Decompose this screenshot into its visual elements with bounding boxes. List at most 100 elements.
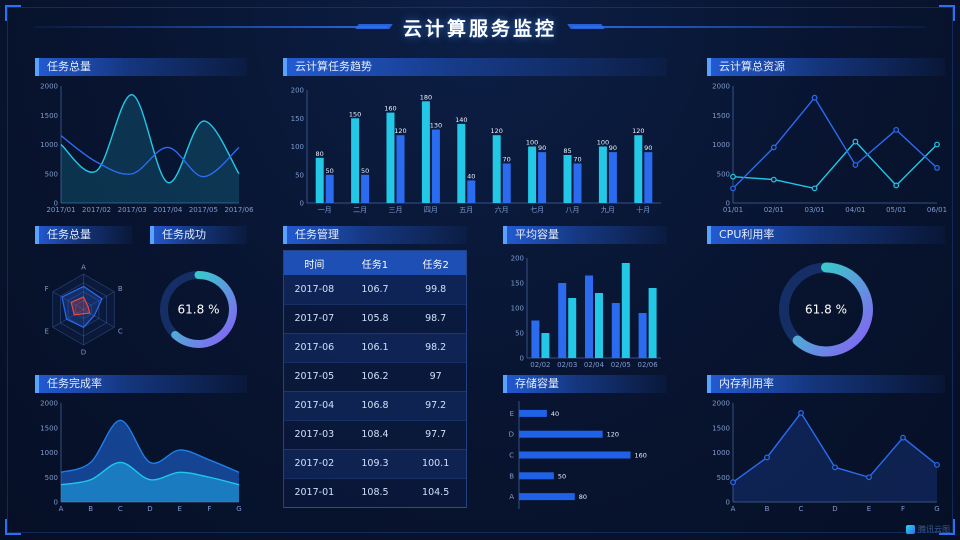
task-completion-area-chart: 0 500 1000 1500 2000 A B C D E F G <box>40 400 242 514</box>
svg-text:二月: 二月 <box>353 206 367 214</box>
svg-text:F: F <box>45 285 49 293</box>
svg-text:B: B <box>118 285 123 293</box>
svg-text:六月: 六月 <box>495 205 509 214</box>
table-cell: 106.7 <box>344 275 406 305</box>
panel-task-trend: 云计算任务趋势 0 50 100 150 200 一月 80 50 二月 150 50 三月 160 12… <box>283 58 667 216</box>
svg-text:150: 150 <box>349 110 361 118</box>
panel-title-task-total-line: 任务总量 <box>35 58 247 76</box>
svg-text:B: B <box>88 505 93 513</box>
svg-text:A: A <box>509 493 514 501</box>
svg-text:C: C <box>509 452 514 460</box>
memory-usage-line-chart: 0 500 1000 1500 2000 A B C D E F G <box>712 400 940 513</box>
svg-text:D: D <box>147 505 152 513</box>
table-cell: 108.5 <box>344 478 406 508</box>
svg-text:1000: 1000 <box>40 449 58 457</box>
brand-watermark-label: 腾讯云图 <box>918 525 950 534</box>
svg-text:06/01: 06/01 <box>927 206 947 214</box>
table-row: 2017-06 106.1 98.2 <box>284 333 466 363</box>
table-row: 2017-05 106.2 97 <box>284 362 466 392</box>
svg-text:一月: 一月 <box>318 206 332 214</box>
svg-text:01/01: 01/01 <box>723 206 743 214</box>
panel-title-storage-capacity: 存储容量 <box>503 375 667 393</box>
svg-text:100: 100 <box>291 143 304 151</box>
svg-text:E: E <box>177 505 181 513</box>
svg-text:100: 100 <box>511 305 524 313</box>
table-cell: 97 <box>405 362 466 392</box>
table-cell: 2017-01 <box>284 478 345 508</box>
page-title: 云计算服务监控 <box>403 17 558 40</box>
svg-text:C: C <box>118 327 123 335</box>
svg-text:05/01: 05/01 <box>886 206 906 214</box>
svg-text:90: 90 <box>644 144 652 152</box>
svg-text:50: 50 <box>326 167 334 175</box>
svg-text:500: 500 <box>717 474 730 482</box>
svg-text:D: D <box>509 431 514 439</box>
table-cell: 105.8 <box>344 304 406 334</box>
table-row: 2017-03 108.4 97.7 <box>284 420 466 450</box>
svg-text:160: 160 <box>635 452 647 460</box>
task-table-body: 2017-08 106.7 99.8 2017-07 105.8 98.7 2017-06 1… <box>284 275 466 508</box>
svg-text:A: A <box>81 264 86 272</box>
svg-text:02/06: 02/06 <box>638 361 659 369</box>
svg-text:1000: 1000 <box>40 141 58 149</box>
storage-hbar-chart: E 40 D 120 C 160 B 50 A 80 <box>509 401 647 509</box>
svg-text:五月: 五月 <box>459 206 473 214</box>
svg-text:三月: 三月 <box>389 206 403 214</box>
svg-text:2017/03: 2017/03 <box>118 206 147 214</box>
svg-text:80: 80 <box>579 493 587 501</box>
task-total-line-chart: 0 500 1000 1500 2000 2017/01 2017/02 2017/03 201… <box>40 83 254 215</box>
svg-text:90: 90 <box>609 144 617 152</box>
svg-text:02/04: 02/04 <box>584 361 605 369</box>
svg-text:G: G <box>934 505 939 513</box>
svg-text:E: E <box>510 410 514 418</box>
svg-text:2017/02: 2017/02 <box>82 206 111 214</box>
table-row: 2017-08 106.7 99.8 <box>284 275 466 305</box>
panel-title-memory-usage: 内存利用率 <box>707 375 945 393</box>
svg-text:D: D <box>81 349 86 357</box>
svg-text:G: G <box>236 505 241 513</box>
task-table-head: 时间 任务1 任务2 <box>284 251 466 275</box>
svg-text:90: 90 <box>538 144 546 152</box>
svg-text:120: 120 <box>490 127 502 135</box>
task-table: 时间 任务1 任务2 2017-08 106.7 99.8 2017-07 105.8 98.… <box>284 251 466 508</box>
table-cell: 2017-05 <box>284 362 345 392</box>
svg-text:50: 50 <box>558 472 566 480</box>
panel-title-task-total-radar: 任务总量 <box>35 226 132 244</box>
svg-text:85: 85 <box>563 147 571 155</box>
svg-text:八月: 八月 <box>566 206 580 214</box>
svg-text:500: 500 <box>45 474 58 482</box>
svg-text:2000: 2000 <box>712 83 730 91</box>
table-cell: 98.7 <box>405 304 466 334</box>
svg-text:100: 100 <box>597 139 609 147</box>
table-row: 2017-01 108.5 104.5 <box>284 478 466 508</box>
svg-text:A: A <box>59 505 64 513</box>
svg-text:02/02: 02/02 <box>530 361 550 369</box>
svg-text:0: 0 <box>300 200 304 208</box>
table-column-header: 任务1 <box>344 251 406 275</box>
svg-text:180: 180 <box>420 93 432 101</box>
svg-text:九月: 九月 <box>601 205 615 214</box>
svg-text:500: 500 <box>717 170 730 178</box>
svg-text:04/01: 04/01 <box>845 206 865 214</box>
panel-title-total-resource: 云计算总资源 <box>707 58 945 76</box>
panel-title-task-trend: 云计算任务趋势 <box>283 58 667 76</box>
svg-text:61.8 %: 61.8 % <box>805 303 847 317</box>
svg-text:2000: 2000 <box>712 400 730 408</box>
panel-task-total-line: 任务总量 0 500 1000 1500 2000 2017/01 2017/02 2017/… <box>35 58 254 216</box>
table-cell: 104.5 <box>405 478 466 508</box>
panel-task-success: 任务成功 61.8 % <box>150 226 247 371</box>
svg-text:E: E <box>44 327 48 335</box>
svg-text:2000: 2000 <box>40 83 58 91</box>
svg-text:七月: 七月 <box>530 205 544 214</box>
svg-text:50: 50 <box>295 171 304 179</box>
svg-text:40: 40 <box>467 172 475 180</box>
table-cell: 109.3 <box>344 449 406 479</box>
svg-text:1500: 1500 <box>40 424 58 432</box>
panel-memory-usage: 内存利用率 0 500 1000 1500 2000 A B C D E F G <box>707 375 945 515</box>
svg-text:160: 160 <box>384 105 396 113</box>
svg-text:70: 70 <box>573 155 581 163</box>
table-cell: 97.2 <box>405 391 466 421</box>
panel-task-manage: 任务管理 时间 任务1 任务2 2017-08 106.7 99.8 2017-07 105… <box>283 226 467 510</box>
svg-text:四月: 四月 <box>424 206 438 214</box>
